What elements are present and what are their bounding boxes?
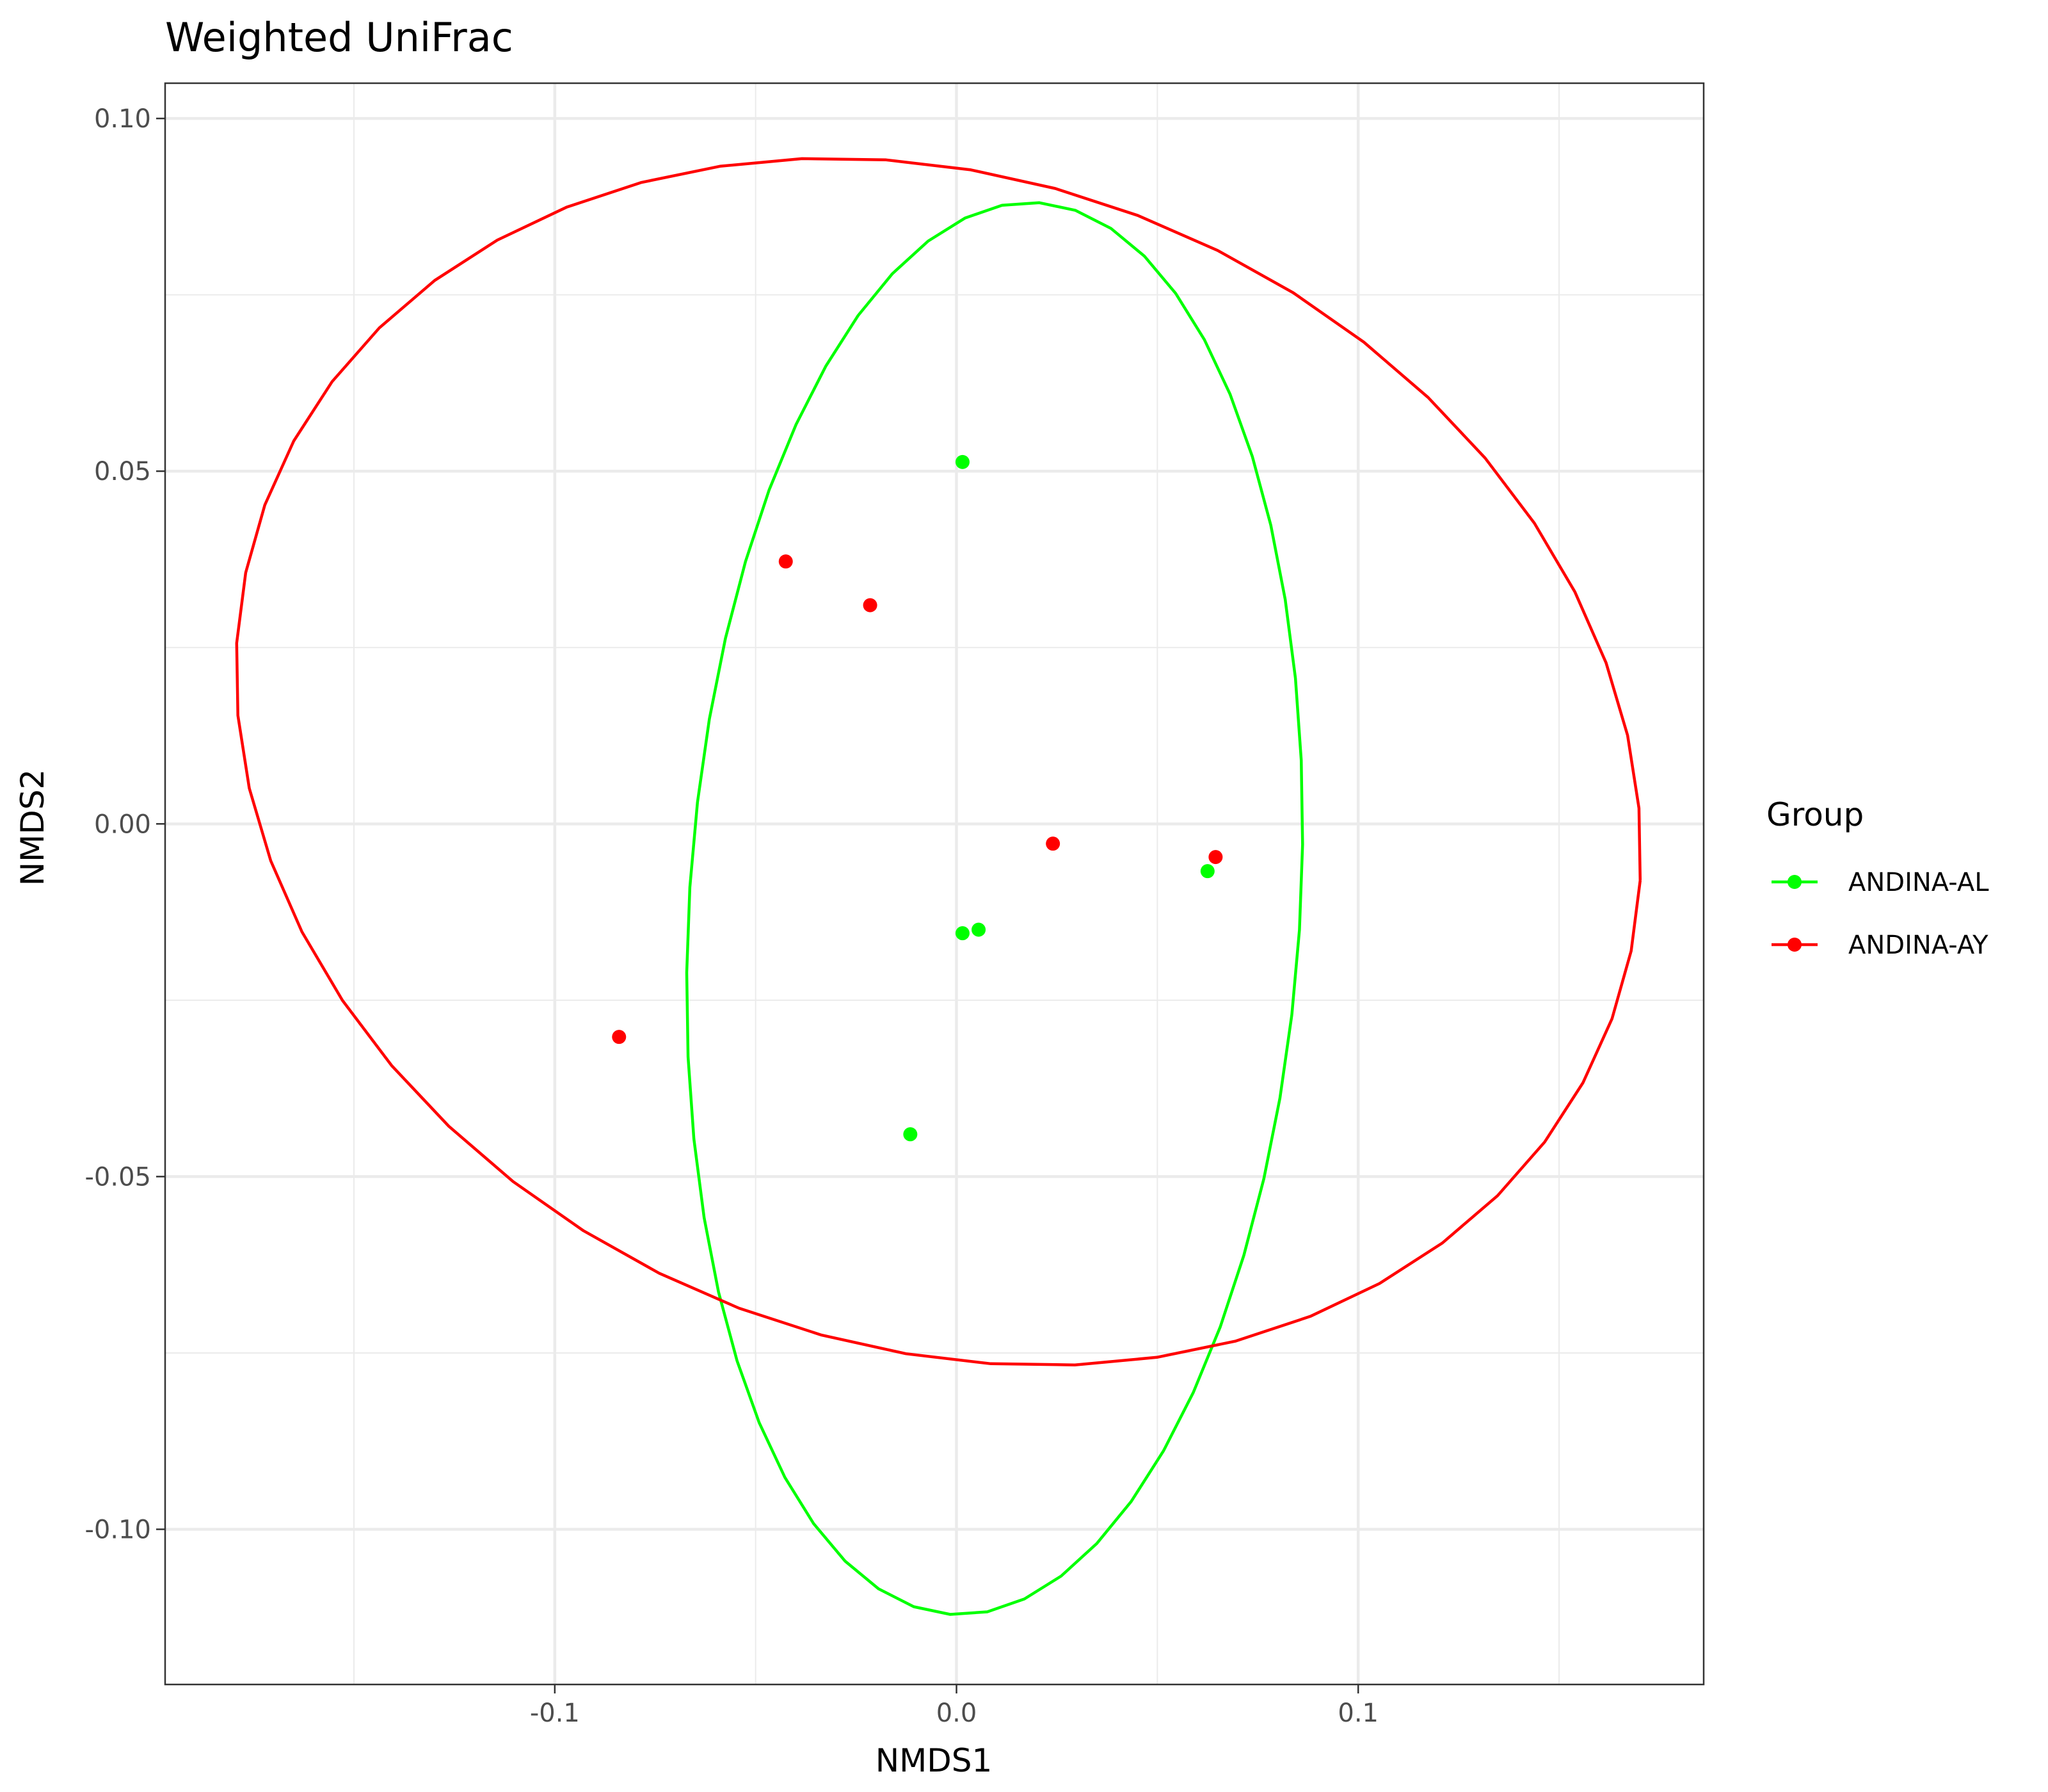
legend-title: Group <box>1766 796 1864 833</box>
y-tick-label: 0.00 <box>94 810 151 839</box>
legend-dot-andina-ay <box>1788 938 1802 952</box>
x-tick-label: -0.1 <box>530 1699 580 1728</box>
point-andina-ay <box>778 554 793 569</box>
legend-dot-andina-al <box>1788 875 1802 889</box>
legend-label-andina-al: ANDINA-AL <box>1848 868 1989 897</box>
confidence-ellipses <box>235 157 1642 1616</box>
point-andina-ay <box>863 598 877 612</box>
ellipse-andina-ay <box>235 157 1642 1366</box>
ellipse-andina-al <box>685 201 1304 1616</box>
y-tick-label: -0.10 <box>85 1516 152 1545</box>
y-tick-label: -0.05 <box>85 1162 152 1192</box>
x-axis: -0.1 0.0 0.1 <box>530 1684 1379 1728</box>
x-tick-label: 0.1 <box>1338 1699 1379 1728</box>
y-tick-label: 0.10 <box>94 104 151 134</box>
point-andina-al <box>955 454 970 469</box>
y-tick-label: 0.05 <box>94 457 151 486</box>
plot-panel <box>165 83 1704 1684</box>
data-points <box>612 454 1223 1142</box>
point-andina-al <box>972 922 986 937</box>
point-andina-ay <box>1208 850 1223 865</box>
legend-label-andina-ay: ANDINA-AY <box>1848 931 1988 960</box>
point-andina-al <box>955 926 970 941</box>
grid-major-lines <box>165 83 1704 1684</box>
grid-minor-lines <box>165 83 1704 1684</box>
plot-panel-border <box>164 82 1705 1686</box>
x-axis-title: NMDS1 <box>876 1742 993 1779</box>
point-andina-al <box>903 1127 918 1142</box>
y-axis-title: NMDS2 <box>14 769 51 886</box>
chart-title: Weighted UniFrac <box>165 14 513 61</box>
point-andina-ay <box>612 1030 627 1044</box>
point-andina-ay <box>1046 836 1060 851</box>
legend: Group ANDINA-AL ANDINA-AY <box>1766 796 1989 960</box>
x-tick-label: 0.0 <box>936 1699 977 1728</box>
point-andina-al <box>1200 864 1215 879</box>
y-axis: 0.10 0.05 0.00 -0.05 -0.10 <box>85 104 165 1545</box>
